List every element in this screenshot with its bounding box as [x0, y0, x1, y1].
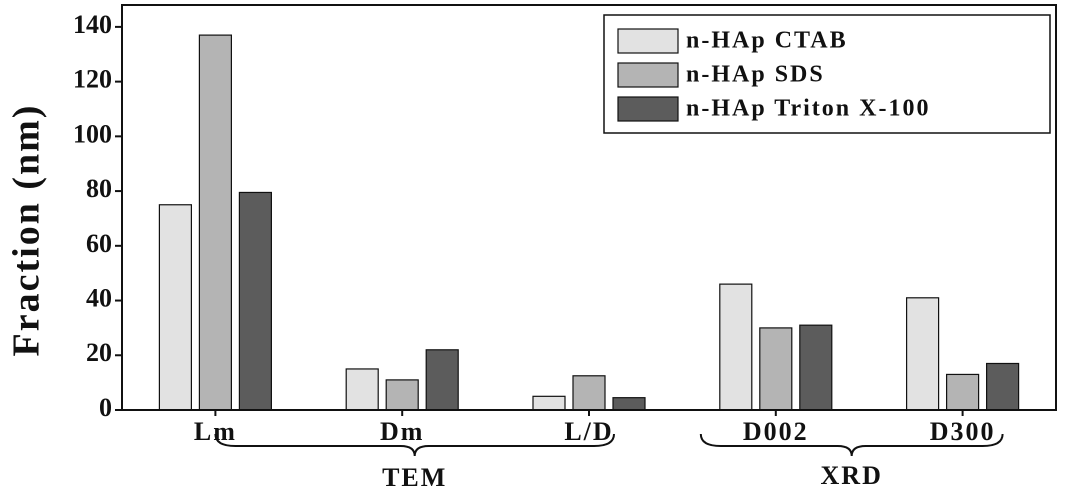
bar [385, 379, 419, 411]
y-tick-label: 80 [86, 174, 112, 203]
bar [345, 368, 379, 411]
legend-swatch [617, 96, 679, 122]
bar [759, 327, 793, 411]
group-label: XRD [821, 461, 883, 490]
bar [905, 297, 940, 411]
y-tick-label: 20 [86, 338, 112, 367]
legend-label: n-HAp Triton X-100 [686, 96, 930, 122]
x-tick-label: L/D [564, 417, 613, 446]
bar [572, 375, 606, 411]
legend-label: n-HAp SDS [686, 62, 825, 88]
bar [425, 349, 459, 411]
y-tick-label: 100 [73, 119, 112, 148]
y-tick-label: 140 [73, 10, 112, 39]
y-tick-label: 120 [73, 65, 112, 94]
x-tick-label: Lm [194, 417, 237, 446]
bar [799, 324, 833, 411]
bar [985, 362, 1020, 411]
legend-label: n-HAp CTAB [686, 28, 848, 54]
plot-frame [121, 4, 1057, 411]
group-brace [214, 433, 615, 457]
bar [612, 397, 646, 411]
bar [198, 34, 232, 411]
y-tick-label: 40 [86, 284, 112, 313]
x-tick-label: Dm [380, 417, 424, 446]
bar [158, 204, 192, 411]
bar [532, 395, 566, 411]
group-brace [699, 433, 1004, 457]
x-tick-label: D002 [743, 417, 809, 446]
legend-swatch [617, 62, 679, 88]
x-tick-label: D300 [930, 417, 996, 446]
y-axis-label: Fraction (nm) [6, 104, 48, 357]
group-label: TEM [382, 463, 447, 492]
y-tick-label: 60 [86, 229, 112, 258]
bar [719, 283, 753, 411]
y-tick-label: 0 [99, 393, 112, 422]
bar [945, 373, 980, 411]
bar [238, 191, 272, 411]
legend-swatch [617, 28, 679, 54]
